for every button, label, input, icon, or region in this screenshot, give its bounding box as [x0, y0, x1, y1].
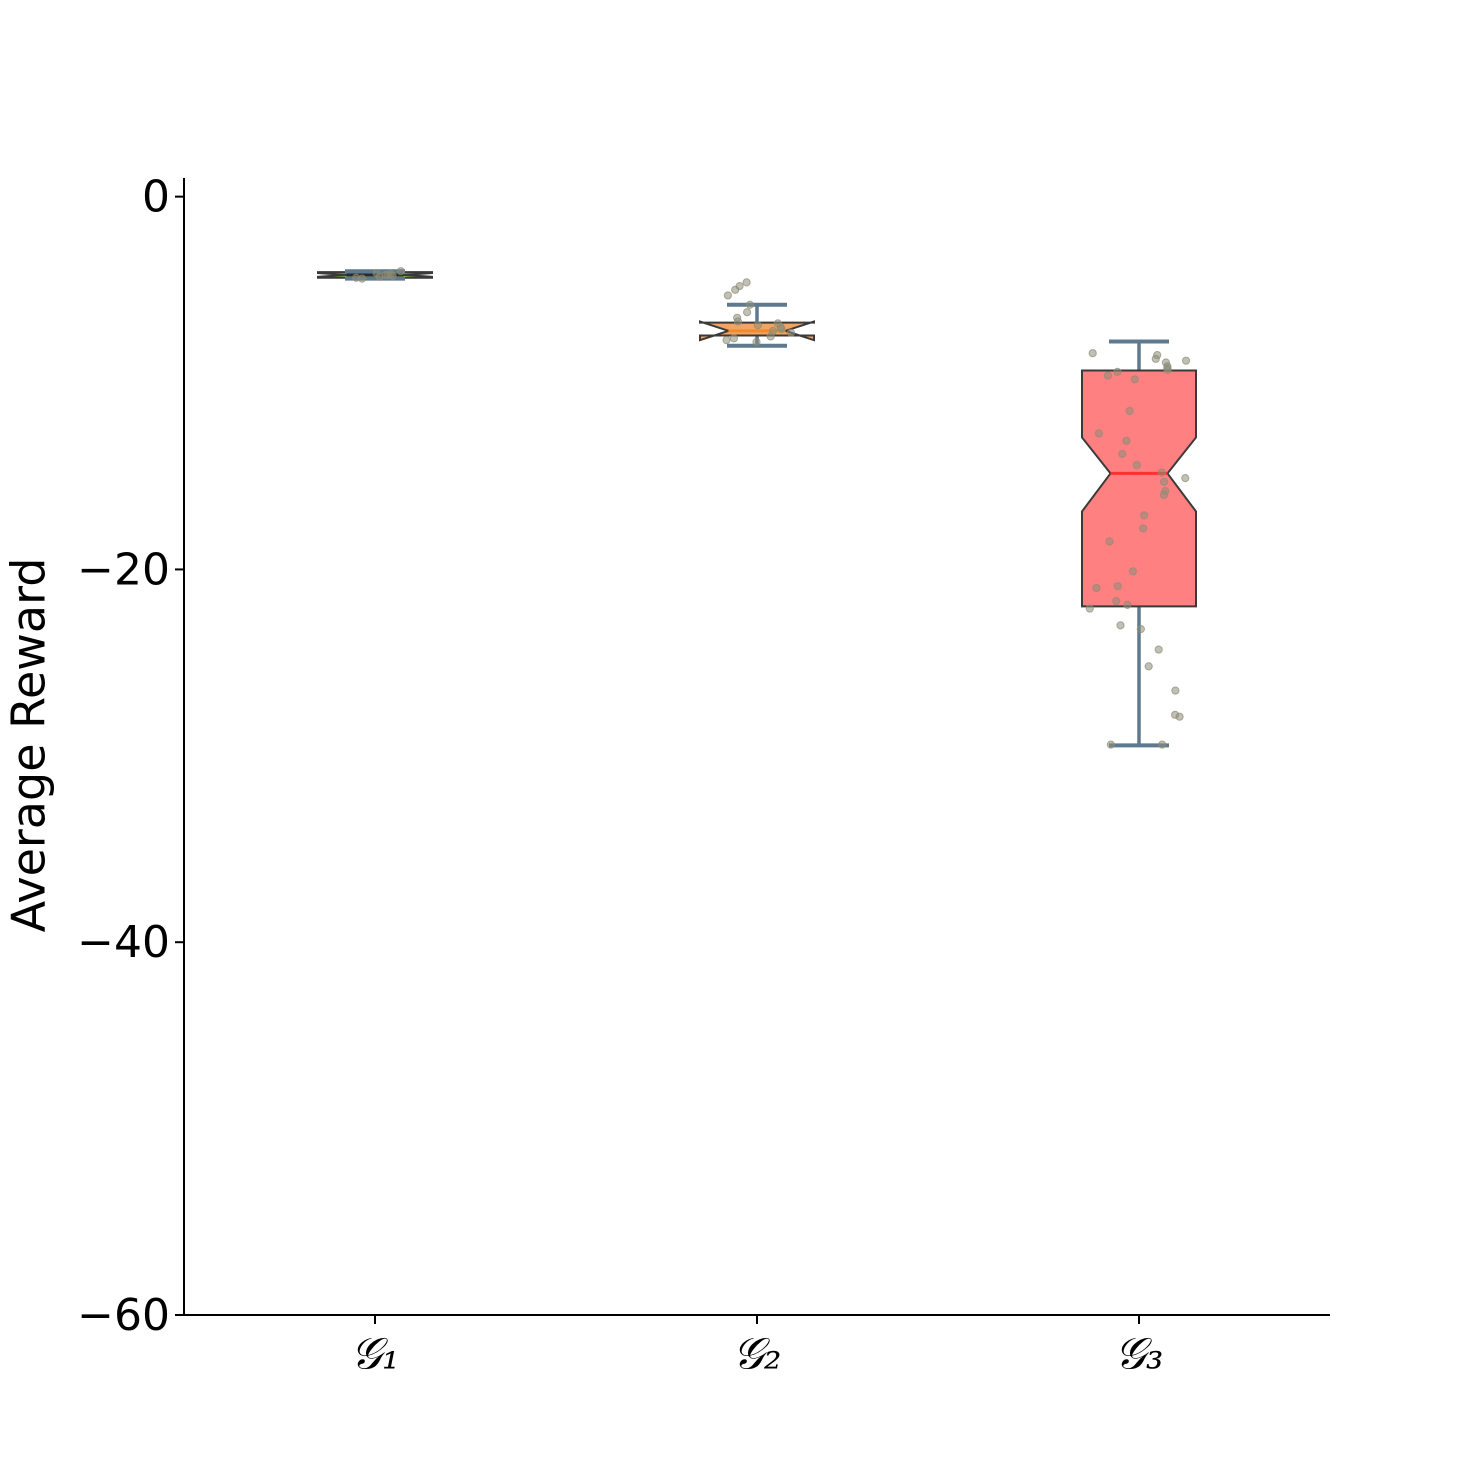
data-point	[1171, 686, 1180, 695]
data-point	[722, 336, 731, 345]
data-point	[1154, 645, 1163, 654]
data-point	[1181, 356, 1191, 365]
y-tick-label: −40	[77, 917, 170, 968]
data-point	[1122, 436, 1131, 445]
data-point	[1128, 567, 1137, 576]
data-point	[731, 285, 740, 294]
x-tick-label: 𝒢₁	[351, 1329, 400, 1380]
data-point	[723, 291, 732, 300]
data-point	[1106, 740, 1115, 749]
data-point	[786, 328, 796, 337]
data-point	[1139, 524, 1148, 533]
data-point	[766, 332, 775, 341]
data-point	[1132, 460, 1141, 470]
data-point	[1139, 511, 1149, 520]
data-point	[358, 274, 367, 283]
data-point	[745, 300, 755, 309]
data-point	[1085, 604, 1094, 613]
data-point	[1105, 537, 1114, 546]
box	[1081, 369, 1197, 608]
data-point	[1181, 473, 1190, 483]
data-point	[1116, 621, 1125, 630]
data-point	[1157, 468, 1166, 477]
data-point	[733, 317, 743, 326]
data-point	[1175, 712, 1184, 721]
data-point	[396, 267, 405, 276]
y-tick-label: −20	[77, 544, 170, 595]
data-point	[1144, 662, 1153, 671]
y-tick-label: −60	[77, 1290, 170, 1341]
data-point	[388, 271, 397, 280]
data-point	[1130, 375, 1139, 384]
data-point	[1112, 597, 1121, 606]
data-point	[1159, 477, 1169, 486]
data-point	[1113, 582, 1122, 591]
data-point	[777, 324, 786, 334]
data-point	[1159, 490, 1168, 499]
data-point	[729, 334, 738, 343]
data-point	[1151, 354, 1160, 363]
data-point	[1103, 371, 1112, 380]
data-point	[375, 272, 384, 281]
data-point	[743, 308, 752, 317]
data-point	[1163, 365, 1172, 375]
data-point	[742, 278, 751, 287]
data-point	[1113, 367, 1122, 376]
data-point	[1094, 429, 1103, 438]
data-point	[1092, 583, 1101, 593]
data-point	[752, 337, 761, 347]
y-axis-label: Average Reward	[2, 558, 56, 933]
x-tick-label: 𝒢₃	[1115, 1329, 1164, 1380]
data-point	[1125, 406, 1134, 416]
data-point	[753, 321, 762, 330]
data-point	[1118, 449, 1127, 458]
x-tick-label: 𝒢₂	[733, 1329, 782, 1380]
data-point	[1158, 740, 1167, 749]
data-point	[1123, 600, 1132, 609]
data-point	[1136, 624, 1145, 634]
data-point	[1088, 349, 1097, 358]
y-tick-label: 0	[142, 172, 170, 223]
